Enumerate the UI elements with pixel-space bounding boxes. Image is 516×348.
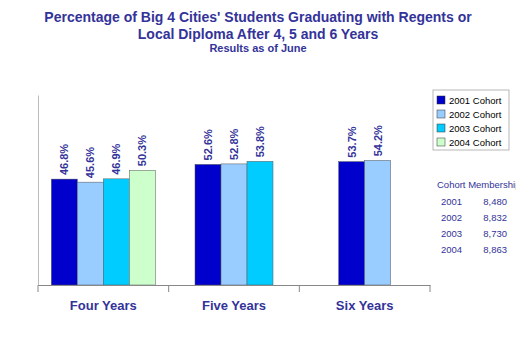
cohort-membership-cell: 2002 bbox=[441, 212, 462, 223]
category-separator bbox=[299, 285, 300, 292]
cohort-membership-cell: 8,480 bbox=[483, 196, 507, 207]
legend-swatch bbox=[437, 96, 445, 104]
data-label: 53.8% bbox=[254, 126, 266, 157]
data-label: 45.6% bbox=[84, 147, 96, 178]
bar bbox=[339, 162, 365, 285]
bar bbox=[365, 160, 391, 285]
x-axis: Four Years Five Years Six Years bbox=[39, 285, 431, 313]
cohort-membership: Cohort Membership 2001 8,480 2002 8,832 2003 8… bbox=[437, 179, 516, 255]
cohort-membership-cell: 8,730 bbox=[483, 228, 507, 239]
legend-label: 2002 Cohort bbox=[449, 109, 502, 120]
cohort-membership-cell: 2001 bbox=[441, 196, 462, 207]
legend-frame bbox=[433, 90, 509, 150]
y-axis-line bbox=[38, 96, 39, 286]
legend-label: 2003 Cohort bbox=[449, 123, 502, 134]
data-label: 50.3% bbox=[136, 135, 148, 166]
legend-swatch bbox=[437, 138, 445, 146]
legend-label: 2001 Cohort bbox=[449, 95, 502, 106]
bar bbox=[103, 179, 129, 285]
cohort-membership-cell: 2004 bbox=[441, 244, 462, 255]
subtitle: Results as of June bbox=[209, 42, 306, 54]
data-label: 46.9% bbox=[110, 143, 122, 174]
category-separator bbox=[430, 285, 431, 292]
bar bbox=[221, 164, 247, 285]
x-tick: Five Years bbox=[202, 285, 266, 313]
bar bbox=[247, 161, 273, 285]
cohort-membership-cell: 2003 bbox=[441, 228, 462, 239]
legend-swatch bbox=[437, 110, 445, 118]
data-label: 46.8% bbox=[58, 144, 70, 175]
y-axis bbox=[38, 96, 39, 286]
data-label: 53.7% bbox=[346, 126, 358, 157]
data-labels: 46.8% 45.6% 46.9% 50.3% 52.6% 52.8% 53.8% 53.7%… bbox=[58, 125, 383, 178]
legend: 2001 Cohort 2002 Cohort 2003 Cohort 2004 Co… bbox=[433, 90, 509, 150]
chart: Percentage of Big 4 Cities' Students Gra… bbox=[0, 0, 516, 348]
data-label: 52.8% bbox=[228, 128, 240, 159]
x-tick-label: Four Years bbox=[70, 298, 137, 313]
category-separator bbox=[168, 285, 169, 292]
x-tick-label: Five Years bbox=[202, 298, 266, 313]
category-separator bbox=[38, 285, 39, 292]
title: Percentage of Big 4 Cities' Students Gra… bbox=[44, 9, 472, 42]
x-axis-line bbox=[39, 285, 431, 286]
bar bbox=[77, 182, 103, 285]
x-tick: Six Years bbox=[336, 285, 394, 313]
x-tick-label: Six Years bbox=[336, 298, 394, 313]
data-label: 52.6% bbox=[202, 129, 214, 160]
x-tick: Four Years bbox=[70, 285, 137, 313]
bars bbox=[51, 160, 390, 285]
bar bbox=[129, 170, 155, 285]
cohort-membership-title: Cohort Membership bbox=[437, 179, 516, 190]
cohort-membership-cell: 8,863 bbox=[483, 244, 507, 255]
legend-label: 2004 Cohort bbox=[449, 137, 502, 148]
cohort-membership-cell: 8,832 bbox=[483, 212, 507, 223]
legend-swatch bbox=[437, 124, 445, 132]
bar bbox=[195, 164, 221, 285]
data-label: 54.2% bbox=[372, 125, 384, 156]
bar bbox=[51, 179, 77, 285]
